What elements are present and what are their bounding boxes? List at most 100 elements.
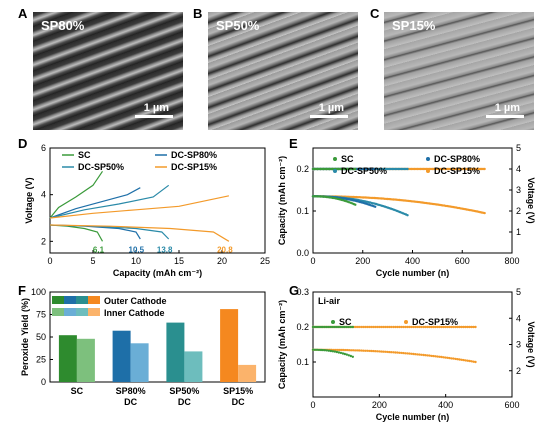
flat-point-DC-SP15% — [402, 325, 405, 329]
data-point-DC-SP15% — [357, 349, 361, 352]
flat-point-DC-SP15% — [364, 325, 367, 329]
y2-axis-label: Voltage (V) — [526, 321, 536, 367]
data-point-DC-SP15% — [410, 352, 413, 355]
data-point-SC — [337, 351, 341, 354]
flat-point-DC-SP15% — [460, 325, 463, 329]
data-point-DC-SP15% — [378, 350, 381, 353]
data-point-DC-SP15% — [446, 356, 449, 359]
data-point-DC-SP15% — [349, 349, 353, 352]
flat-point-DC-SP15% — [474, 325, 477, 329]
data-point-DC-SP15% — [345, 348, 349, 352]
data-point-DC-SP15% — [416, 353, 419, 356]
data-point-DC-SP15% — [432, 354, 435, 358]
data-point-DC-SP15% — [376, 350, 379, 353]
x-axis-label: Cycle number (n) — [376, 268, 450, 278]
flat-point-DC-SP15% — [434, 325, 437, 329]
panel-letter-e: E — [289, 136, 298, 151]
data-point-DC-SP15% — [414, 353, 417, 356]
flat-point-SC — [339, 325, 343, 329]
flat-point-SC — [354, 167, 357, 171]
bar-Outer Cathode — [58, 335, 77, 382]
data-point-DC-SP15% — [382, 350, 385, 353]
y2-tick-label: 1 — [516, 227, 521, 237]
legend-swatch — [52, 308, 64, 316]
flat-point-SC — [349, 325, 352, 329]
data-point-DC-SP15% — [424, 354, 427, 357]
x-tick-label: 15 — [174, 256, 184, 266]
data-point-DC-SP15% — [483, 211, 486, 215]
flat-point-SC — [345, 325, 348, 329]
legend-swatch — [64, 296, 76, 304]
legend-label: SC — [339, 317, 352, 327]
legend-label: DC-SP15% — [412, 317, 458, 327]
y-tick-label: 0.0 — [296, 248, 309, 258]
x-tick-label: 10 — [131, 256, 141, 266]
data-point-DC-SP15% — [448, 356, 451, 360]
y-tick-label: 0.1 — [296, 206, 309, 216]
y2-tick-label: 2 — [516, 206, 521, 216]
y2-tick-label: 4 — [516, 164, 521, 174]
y2-tick-label: 3 — [516, 185, 521, 195]
flat-point-SC — [319, 325, 323, 329]
flat-point-DC-SP15% — [430, 325, 433, 329]
data-point-DC-SP15% — [366, 349, 369, 352]
end-capacity-label: 13.8 — [157, 246, 173, 255]
data-point-DC-SP15% — [454, 357, 457, 361]
data-point-DC-SP15% — [456, 358, 459, 361]
data-point-DC-SP15% — [400, 351, 403, 355]
panel-letter-f: F — [18, 283, 26, 298]
flat-point-DC-SP15% — [446, 325, 449, 329]
data-point-DC-SP15% — [438, 355, 441, 358]
legend-label: DC-SP50% — [341, 166, 387, 176]
data-point-SC — [313, 348, 317, 351]
data-point-DC-SP15% — [440, 355, 443, 359]
y2-tick-label: 5 — [516, 287, 521, 297]
flat-point-DC-SP80% — [374, 167, 377, 171]
flat-point-DC-SP15% — [424, 325, 427, 329]
end-capacity-label: 20.8 — [217, 246, 233, 255]
data-point-DC-SP15% — [444, 356, 447, 359]
legend-label: DC-SP80% — [171, 150, 217, 160]
flat-point-DC-SP15% — [390, 325, 393, 329]
data-point-DC-SP15% — [353, 349, 357, 352]
data-point-DC-SP15% — [392, 351, 395, 354]
data-point-SC — [341, 352, 345, 355]
charge-curve-DC-SP15% — [49, 195, 230, 219]
y-axis-label: Peroxide Yield (%) — [20, 298, 30, 376]
legend-swatch — [88, 296, 100, 304]
flat-point-DC-SP15% — [472, 325, 475, 329]
data-point-DC-SP15% — [343, 348, 347, 352]
flat-point-SC — [341, 325, 345, 329]
data-point-SC — [317, 348, 321, 352]
flat-point-SC — [325, 325, 329, 329]
flat-point-DC-SP15% — [404, 325, 407, 329]
sem-label: SP15% — [392, 18, 436, 33]
bar-Inner Cathode — [238, 364, 257, 382]
panel-letter-b: B — [193, 6, 203, 21]
data-point-DC-SP15% — [351, 349, 355, 352]
flat-point-DC-SP15% — [483, 167, 486, 171]
scale-bar-label: 1 µm — [318, 102, 344, 114]
legend-swatch — [88, 308, 100, 316]
data-point-DC-SP15% — [388, 350, 391, 354]
x-tick-label: 200 — [372, 400, 387, 410]
data-point-DC-SP15% — [341, 348, 345, 352]
flat-point-SC — [329, 325, 333, 329]
flat-point-DC-SP15% — [357, 325, 361, 329]
data-point-DC-SP15% — [337, 348, 341, 352]
flat-point-DC-SP15% — [420, 325, 423, 329]
data-point-DC-SP15% — [396, 351, 399, 354]
flat-point-DC-SP15% — [456, 325, 459, 329]
discharge-curve-DC-SP15% — [49, 224, 230, 242]
flat-point-DC-SP15% — [396, 325, 399, 329]
flat-point-SC — [321, 325, 325, 329]
data-point-SC — [345, 353, 348, 356]
y-tick-label: 0.1 — [296, 357, 309, 367]
data-point-DC-SP15% — [406, 352, 409, 355]
flat-point-DC-SP15% — [454, 325, 457, 329]
y-axis-label: Capacity (mAh cm⁻²) — [277, 156, 287, 245]
flat-point-DC-SP15% — [366, 325, 369, 329]
data-point-DC-SP15% — [468, 359, 471, 363]
scale-bar — [310, 115, 348, 118]
